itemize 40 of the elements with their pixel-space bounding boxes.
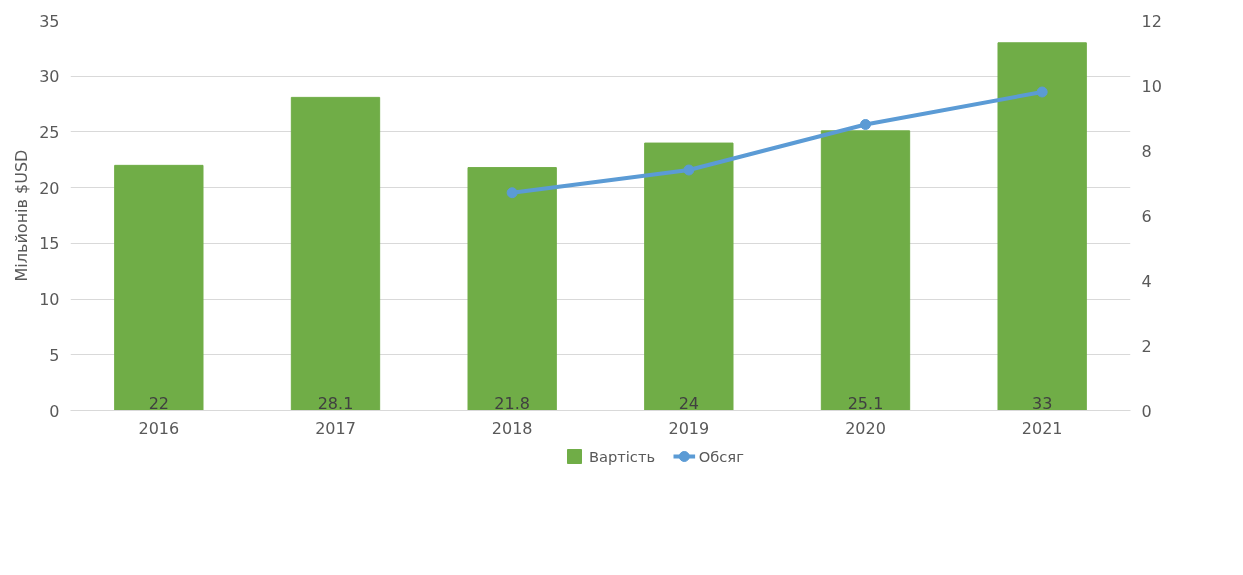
point: [860, 119, 871, 130]
data-label: 21.8: [494, 393, 530, 413]
point: [506, 187, 518, 199]
data-label: 33: [1031, 393, 1053, 413]
data-label: 22: [148, 393, 170, 413]
y-tick-label: 30: [39, 67, 60, 87]
data-label: 25.1: [847, 393, 884, 413]
bar: [997, 42, 1087, 411]
x-tick-label: 2020: [845, 418, 886, 438]
point: [683, 164, 695, 176]
legend-label: Вартість: [588, 448, 656, 465]
bar: [644, 142, 734, 411]
y-tick-label: 25: [39, 122, 60, 142]
bar: [114, 164, 204, 411]
y-axis-title: Мільйонів $USD: [12, 149, 32, 282]
x-tick-label: 2018: [491, 418, 533, 438]
y2-tick-label: 10: [1141, 76, 1162, 96]
y2-tick-label: 6: [1141, 206, 1152, 226]
y2-tick-label: 0: [1141, 401, 1152, 421]
y2-tick-label: 4: [1141, 271, 1152, 291]
y-tick-label: 15: [39, 234, 60, 254]
bar: [290, 96, 381, 411]
y-tick-label: 10: [39, 290, 60, 310]
x-tick-label: 2021: [1021, 418, 1063, 438]
y2-tick-label: 12: [1141, 11, 1162, 31]
bar: [820, 130, 911, 411]
legend-label: Обсяг: [698, 448, 744, 465]
data-label: 24: [678, 393, 700, 413]
y2-tick-label: 8: [1141, 141, 1152, 161]
y-tick-label: 20: [39, 178, 60, 198]
bar: [467, 167, 557, 411]
y2-tick-label: 2: [1141, 336, 1152, 356]
x-tick-label: 2016: [138, 418, 180, 438]
y-tick-label: 0: [49, 401, 60, 421]
x-tick-label: 2017: [315, 418, 356, 438]
data-label: 28.1: [317, 393, 354, 413]
y-tick-label: 5: [49, 345, 60, 365]
point: [1036, 86, 1048, 98]
x-tick-label: 2019: [668, 418, 710, 438]
y-tick-label: 35: [39, 11, 60, 31]
